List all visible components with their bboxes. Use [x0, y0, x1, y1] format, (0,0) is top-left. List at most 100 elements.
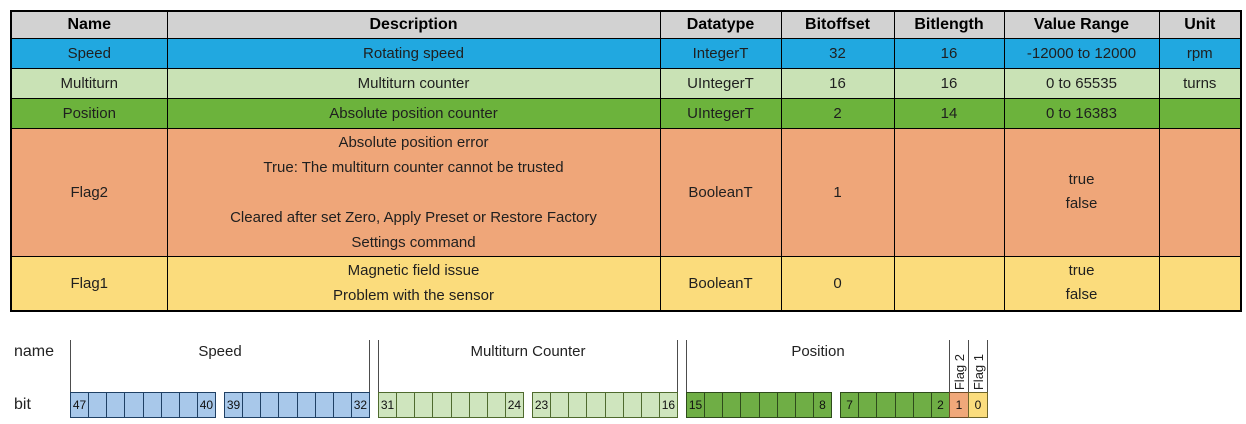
bit-cell: 47	[72, 398, 87, 412]
diagram-section: Flag 1	[968, 340, 988, 392]
cell-description: Rotating speed	[166, 37, 661, 69]
bit-cell	[740, 393, 758, 417]
table-row-position: Position Absolute position counter UInte…	[10, 97, 1242, 129]
cell-description: Magnetic field issue Problem with the se…	[166, 255, 661, 312]
cell-datatype: BooleanT	[659, 127, 782, 257]
col-header-description: Description	[166, 10, 661, 39]
cell-value-range: 0 to 65535	[1003, 67, 1160, 99]
bit-cell	[912, 393, 931, 417]
byte-group: 23 16	[532, 392, 678, 418]
cell-datatype: BooleanT	[659, 255, 782, 312]
bit-cell	[296, 393, 315, 417]
bit-cell: 7	[846, 398, 853, 412]
bit-cell: 1	[955, 398, 963, 412]
bit-cell	[586, 393, 604, 417]
col-header-unit: Unit	[1158, 10, 1242, 39]
diagram-section-label: Flag 1	[970, 353, 986, 390]
cell-bitlength	[893, 255, 1005, 312]
bit-cell: 8	[812, 393, 831, 417]
bit-cell	[486, 393, 505, 417]
cell-unit: turns	[1158, 67, 1242, 99]
table-row-multiturn: Multiturn Multiturn counter UIntegerT 16…	[10, 67, 1242, 99]
byte-group: 31 24	[378, 392, 524, 418]
cell-value-range: true false	[1003, 255, 1160, 312]
diagram-section: Speed	[70, 340, 370, 392]
bit-cell	[640, 393, 659, 417]
bit-cell: 0	[974, 398, 982, 412]
diagram-section: Position	[686, 340, 950, 392]
diagram-name-axis-label: name	[14, 343, 55, 360]
cell-bitlength: 16	[893, 37, 1005, 69]
table-body: Speed Rotating speed IntegerT 32 16 -120…	[10, 37, 1242, 312]
cell-name: Multiturn	[10, 67, 168, 99]
cell-datatype: UIntegerT	[659, 67, 782, 99]
bit-cell	[722, 393, 740, 417]
bit-cell	[794, 393, 813, 417]
col-header-bitoffset: Bitoffset	[780, 10, 895, 39]
col-header-bitlength: Bitlength	[893, 10, 1005, 39]
cell-value-range: 0 to 16383	[1003, 97, 1160, 129]
bit-cell: 16	[658, 393, 677, 417]
bit-cell: 15	[688, 398, 703, 412]
bit-cell: 24	[504, 393, 523, 417]
bit-cell	[858, 393, 876, 417]
table-row-flag1: Flag1 Magnetic field issue Problem with …	[10, 255, 1242, 312]
diagram-section-label: Flag 2	[951, 353, 967, 390]
bit-cell: 23	[534, 398, 549, 412]
bit-cell: 31	[380, 398, 395, 412]
diagram-section-label: Position	[791, 343, 845, 360]
cell-name: Position	[10, 97, 168, 129]
bit-cell	[142, 393, 161, 417]
bit-cell	[432, 393, 450, 417]
table-header-row: Name Description Datatype Bitoffset Bitl…	[10, 10, 1242, 39]
diagram-section: Flag 2	[949, 340, 969, 392]
cell-bitoffset: 0	[780, 255, 895, 312]
bit-cell	[332, 393, 351, 417]
bit-cell	[776, 393, 795, 417]
bit-cell	[242, 393, 260, 417]
byte-group: 0	[968, 392, 988, 418]
bit-cell	[160, 393, 179, 417]
cell-unit	[1158, 255, 1242, 312]
cell-value-range: true false	[1003, 127, 1160, 257]
cell-bitoffset: 32	[780, 37, 895, 69]
col-header-datatype: Datatype	[659, 10, 782, 39]
cell-unit	[1158, 127, 1242, 257]
bit-cell	[314, 393, 333, 417]
bit-cell	[468, 393, 487, 417]
bit-cell	[604, 393, 623, 417]
cell-bitlength: 16	[893, 67, 1005, 99]
byte-group: 39 32	[224, 392, 370, 418]
bit-cell	[876, 393, 894, 417]
bit-cell	[622, 393, 641, 417]
col-header-name: Name	[10, 10, 168, 39]
bit-diagram: 47 40 39 32 Speed 31 24 23 16 Multiturn Counter 15…	[70, 340, 1000, 420]
byte-group: 15 8	[686, 392, 832, 418]
bit-cell	[758, 393, 777, 417]
bit-cell	[178, 393, 197, 417]
cell-unit	[1158, 97, 1242, 129]
cell-bitlength: 14	[893, 97, 1005, 129]
cell-bitlength	[893, 127, 1005, 257]
col-header-value-range: Value Range	[1003, 10, 1160, 39]
table-row-flag2: Flag2 Absolute position error True: The …	[10, 127, 1242, 257]
bit-cell	[414, 393, 432, 417]
cell-name: Speed	[10, 37, 168, 69]
cell-value-range: -12000 to 12000	[1003, 37, 1160, 69]
diagram-section-label: Speed	[198, 343, 242, 360]
table-row-speed: Speed Rotating speed IntegerT 32 16 -120…	[10, 37, 1242, 69]
cell-bitoffset: 1	[780, 127, 895, 257]
bit-cell	[550, 393, 568, 417]
diagram-section-label: Multiturn Counter	[470, 343, 586, 360]
bit-cell: 40	[196, 393, 215, 417]
cell-description: Absolute position error True: The multit…	[166, 127, 661, 257]
bit-cell	[704, 393, 722, 417]
cell-bitoffset: 16	[780, 67, 895, 99]
bit-cell	[88, 393, 106, 417]
bit-cell	[568, 393, 586, 417]
cell-unit: rpm	[1158, 37, 1242, 69]
bit-cell	[260, 393, 278, 417]
byte-group: 47 40	[70, 392, 216, 418]
bit-cell	[894, 393, 913, 417]
